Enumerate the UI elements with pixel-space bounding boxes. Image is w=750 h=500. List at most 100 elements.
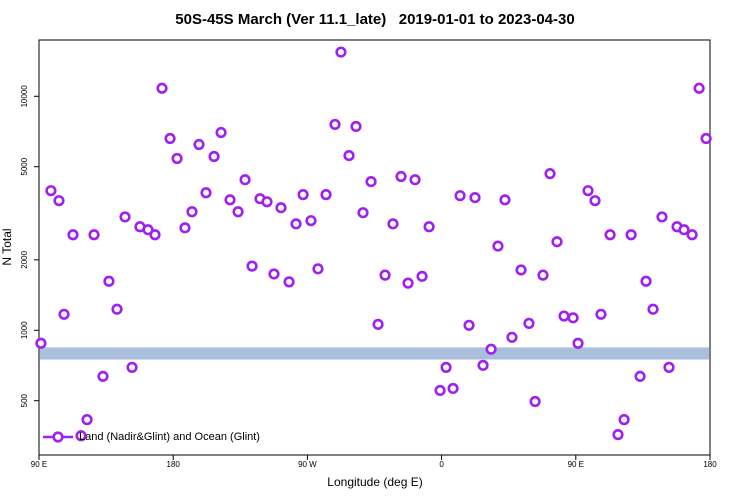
- y-axis-label: N Total: [0, 228, 14, 265]
- point: [506, 331, 518, 343]
- point: [97, 370, 109, 383]
- y-tick-label: 1000: [20, 321, 29, 339]
- band: [40, 347, 709, 360]
- y-tick-label: 5000: [20, 157, 29, 175]
- y-tick-label: 500: [20, 393, 29, 407]
- point: [387, 218, 399, 230]
- point: [612, 429, 624, 441]
- x-tick-label: 0: [439, 460, 444, 469]
- point: [416, 270, 428, 282]
- point: [663, 361, 675, 373]
- point: [156, 82, 168, 94]
- point: [589, 195, 601, 207]
- point: [305, 215, 317, 227]
- point: [111, 303, 123, 315]
- x-tick-label: 90 E: [568, 460, 584, 469]
- point: [45, 185, 57, 197]
- point: [215, 126, 227, 139]
- point: [171, 152, 183, 165]
- point: [625, 229, 637, 241]
- point: [434, 384, 446, 397]
- point: [179, 222, 191, 234]
- point: [239, 174, 251, 186]
- point: [200, 187, 212, 199]
- point: [232, 206, 244, 218]
- point: [558, 310, 570, 322]
- point: [523, 317, 535, 329]
- chart-title: 50S-45S March (Ver 11.1_late) 2019-01-01…: [175, 11, 574, 28]
- legend-marker: [52, 431, 64, 443]
- point: [693, 82, 705, 94]
- point: [567, 312, 579, 324]
- point: [35, 337, 47, 349]
- y-tick-label: 2000: [20, 250, 29, 268]
- point: [164, 132, 176, 145]
- y-tick-label: 10000: [20, 85, 29, 108]
- point: [529, 395, 541, 408]
- point: [75, 430, 87, 442]
- point: [477, 359, 489, 371]
- x-tick-label: 180: [703, 460, 717, 469]
- point: [647, 303, 659, 315]
- point: [640, 275, 652, 287]
- x-tick-label: 180: [167, 460, 181, 469]
- point: [103, 275, 115, 287]
- point: [329, 118, 341, 131]
- point: [53, 195, 65, 207]
- point: [499, 194, 511, 206]
- point: [454, 190, 466, 202]
- point: [395, 170, 407, 183]
- point: [357, 207, 369, 219]
- point: [208, 150, 220, 163]
- point: [283, 276, 295, 288]
- point: [379, 269, 391, 281]
- point: [126, 361, 138, 373]
- point: [551, 236, 563, 248]
- point: [275, 202, 287, 214]
- point: [372, 318, 384, 330]
- point: [492, 240, 504, 252]
- point: [485, 343, 497, 355]
- point: [409, 174, 421, 186]
- point: [58, 308, 70, 320]
- point: [537, 269, 549, 281]
- point: [186, 206, 198, 218]
- point: [81, 414, 93, 426]
- point: [686, 229, 698, 241]
- point: [246, 260, 258, 272]
- point: [149, 229, 161, 241]
- point: [268, 268, 280, 280]
- point: [440, 361, 452, 373]
- point: [463, 319, 475, 331]
- point: [595, 308, 607, 320]
- point: [447, 382, 459, 395]
- point: [656, 211, 668, 223]
- point: [678, 224, 690, 236]
- point: [224, 194, 236, 206]
- x-tick-label: 90 W: [298, 460, 317, 469]
- x-axis-label: Longitude (deg E): [327, 475, 422, 489]
- point: [515, 264, 527, 276]
- point: [335, 46, 347, 58]
- plot-frame: [38, 39, 711, 456]
- point: [142, 224, 154, 236]
- point: [261, 196, 273, 208]
- point: [402, 277, 414, 289]
- point: [469, 191, 481, 204]
- point: [700, 132, 712, 145]
- point: [290, 218, 302, 230]
- point: [634, 370, 646, 383]
- point: [193, 138, 205, 151]
- legend-label: Land (Nadir&Glint) and Ocean (Glint): [79, 431, 260, 443]
- point: [423, 221, 435, 233]
- point: [582, 185, 594, 197]
- point: [119, 211, 131, 223]
- point: [572, 337, 584, 349]
- point: [320, 189, 332, 201]
- point: [618, 414, 630, 426]
- point: [88, 229, 100, 241]
- point: [365, 175, 377, 188]
- point: [312, 263, 324, 275]
